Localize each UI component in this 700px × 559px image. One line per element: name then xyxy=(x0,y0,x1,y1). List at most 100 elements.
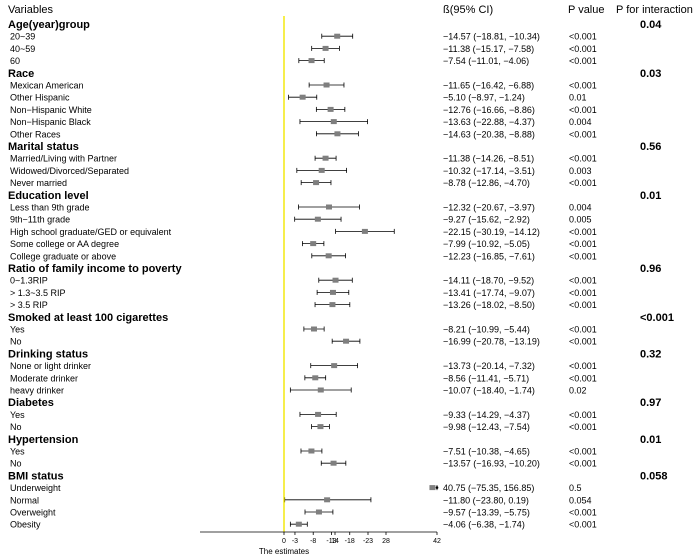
x-tick-label: -8 xyxy=(310,538,316,545)
estimate-marker xyxy=(322,45,329,51)
row-p-value: 0.5 xyxy=(569,483,582,493)
estimate-marker xyxy=(329,289,336,295)
row-label: Other Hispanic xyxy=(10,93,70,103)
row-label: Never married xyxy=(10,178,67,188)
estimate-marker xyxy=(299,94,306,100)
x-axis-label: The estimates xyxy=(259,547,309,556)
row-p-value: <0.001 xyxy=(569,325,597,335)
estimate-marker xyxy=(332,277,339,283)
row-p-value: 0.005 xyxy=(569,215,592,225)
row-label: Moderate drinker xyxy=(10,373,78,383)
row-label: Overweight xyxy=(10,508,56,518)
x-tick-label: -13 xyxy=(326,538,336,545)
row-p-value: <0.001 xyxy=(569,373,597,383)
row-p-value: <0.001 xyxy=(569,154,597,164)
group-p-interaction: <0.001 xyxy=(640,312,674,324)
row-p-value: <0.001 xyxy=(569,44,597,54)
row-p-value: <0.001 xyxy=(569,422,597,432)
row-beta-ci: −9.27 (−15.62, −2.92) xyxy=(443,215,530,225)
x-tick-label: 42 xyxy=(433,538,441,545)
estimate-marker xyxy=(329,302,336,308)
row-label: No xyxy=(10,337,22,347)
group-p-interaction: 0.04 xyxy=(640,19,662,31)
row-label: Normal xyxy=(10,495,39,505)
row-label: > 3.5 RIP xyxy=(10,300,48,310)
group-title: Race xyxy=(8,68,34,80)
row-p-value: 0.003 xyxy=(569,166,592,176)
row-label: No xyxy=(10,459,22,469)
estimate-marker xyxy=(295,521,302,527)
row-beta-ci: −12.23 (−16.85, −7.61) xyxy=(443,251,535,261)
row-beta-ci: −10.32 (−17.14, −3.51) xyxy=(443,166,535,176)
row-label: Yes xyxy=(10,447,25,457)
row-label: Some college or AA degree xyxy=(10,239,119,249)
group-title: Diabetes xyxy=(8,397,54,409)
estimate-marker xyxy=(317,387,324,393)
row-beta-ci: −11.38 (−15.17, −7.58) xyxy=(443,44,534,54)
row-label: Less than 9th grade xyxy=(10,203,90,213)
ci-truncation-upper xyxy=(435,486,439,489)
estimate-marker xyxy=(334,131,341,137)
row-p-value: <0.001 xyxy=(569,227,597,237)
row-beta-ci: −22.15 (−30.19, −14.12) xyxy=(443,227,540,237)
x-axis: -23 -18 -13 -8 -3 0 14 28 42 xyxy=(200,531,441,545)
group-title: Ratio of family income to poverty xyxy=(8,263,182,275)
row-p-value: <0.001 xyxy=(569,81,597,91)
row-p-value: 0.02 xyxy=(569,386,587,396)
estimate-marker xyxy=(327,106,334,112)
group-title: Age(year)group xyxy=(8,19,90,31)
header-beta-ci: ß(95% CI) xyxy=(443,4,493,16)
group-p-interaction: 0.03 xyxy=(640,68,661,80)
row-label: Other Races xyxy=(10,129,61,139)
row-p-value: <0.001 xyxy=(569,251,597,261)
row-label: Mexican American xyxy=(10,81,84,91)
group-p-interaction: 0.01 xyxy=(640,434,661,446)
group-title: Education level xyxy=(8,190,89,202)
estimate-marker xyxy=(361,228,368,234)
group-p-interaction: 0.96 xyxy=(640,263,661,275)
estimate-marker xyxy=(318,167,325,173)
row-label: None or light drinker xyxy=(10,361,91,371)
row-beta-ci: −7.54 (−11.01, −4.06) xyxy=(443,56,529,66)
row-beta-ci: −12.76 (−16.66, −8.86) xyxy=(443,105,535,115)
row-label: 0~1.3RIP xyxy=(10,276,48,286)
estimate-marker xyxy=(308,448,315,454)
x-tick-label: -23 xyxy=(363,538,373,545)
row-beta-ci: −9.98 (−12.43, −7.54) xyxy=(443,422,530,432)
row-label: 20~39 xyxy=(10,32,35,42)
header-p-interaction: P for interaction xyxy=(616,4,693,16)
row-beta-ci: −12.32 (−20.67, −3.97) xyxy=(443,203,535,213)
row-beta-ci: −11.65 (−16.42, −6.88) xyxy=(443,81,534,91)
row-beta-ci: −13.57 (−16.93, −10.20) xyxy=(443,459,540,469)
row-label: Non−Hispanic Black xyxy=(10,117,91,127)
row-label: heavy drinker xyxy=(10,386,64,396)
row-label: No xyxy=(10,422,22,432)
row-beta-ci: −14.63 (−20.38, −8.88) xyxy=(443,129,535,139)
row-label: High school graduate/GED or equivalent xyxy=(10,227,172,237)
estimate-marker xyxy=(324,497,331,503)
estimate-marker xyxy=(312,375,319,381)
row-beta-ci: −8.21 (−10.99, −5.44) xyxy=(443,325,530,335)
row-beta-ci: 40.75 (−75.35, 156.85) xyxy=(443,483,534,493)
row-beta-ci: −10.07 (−18.40, −1.74) xyxy=(443,386,535,396)
group-title: Drinking status xyxy=(8,348,88,360)
group-title: Marital status xyxy=(8,141,79,153)
row-label: Underweight xyxy=(10,483,61,493)
row-beta-ci: −13.63 (−22.88, −4.37) xyxy=(443,117,535,127)
row-beta-ci: −4.06 (−6.38, −1.74) xyxy=(443,520,525,530)
row-label: Obesity xyxy=(10,520,41,530)
row-beta-ci: −7.99 (−10.92, −5.05) xyxy=(443,239,530,249)
row-p-value: <0.001 xyxy=(569,459,597,469)
estimate-marker xyxy=(314,216,321,222)
row-p-value: <0.001 xyxy=(569,276,597,286)
estimate-marker xyxy=(313,180,320,186)
forest-rows: Age(year)group 0.04 20~39 −14.57 (−18.81, −… xyxy=(8,16,674,532)
header-p-value: P value xyxy=(568,4,605,16)
estimate-marker xyxy=(317,424,324,430)
row-p-value: <0.001 xyxy=(569,178,597,188)
row-label: 60 xyxy=(10,56,20,66)
row-p-value: 0.01 xyxy=(569,93,587,103)
estimate-marker xyxy=(330,460,337,466)
row-beta-ci: −9.33 (−14.29, −4.37) xyxy=(443,410,530,420)
estimate-marker xyxy=(325,204,332,210)
